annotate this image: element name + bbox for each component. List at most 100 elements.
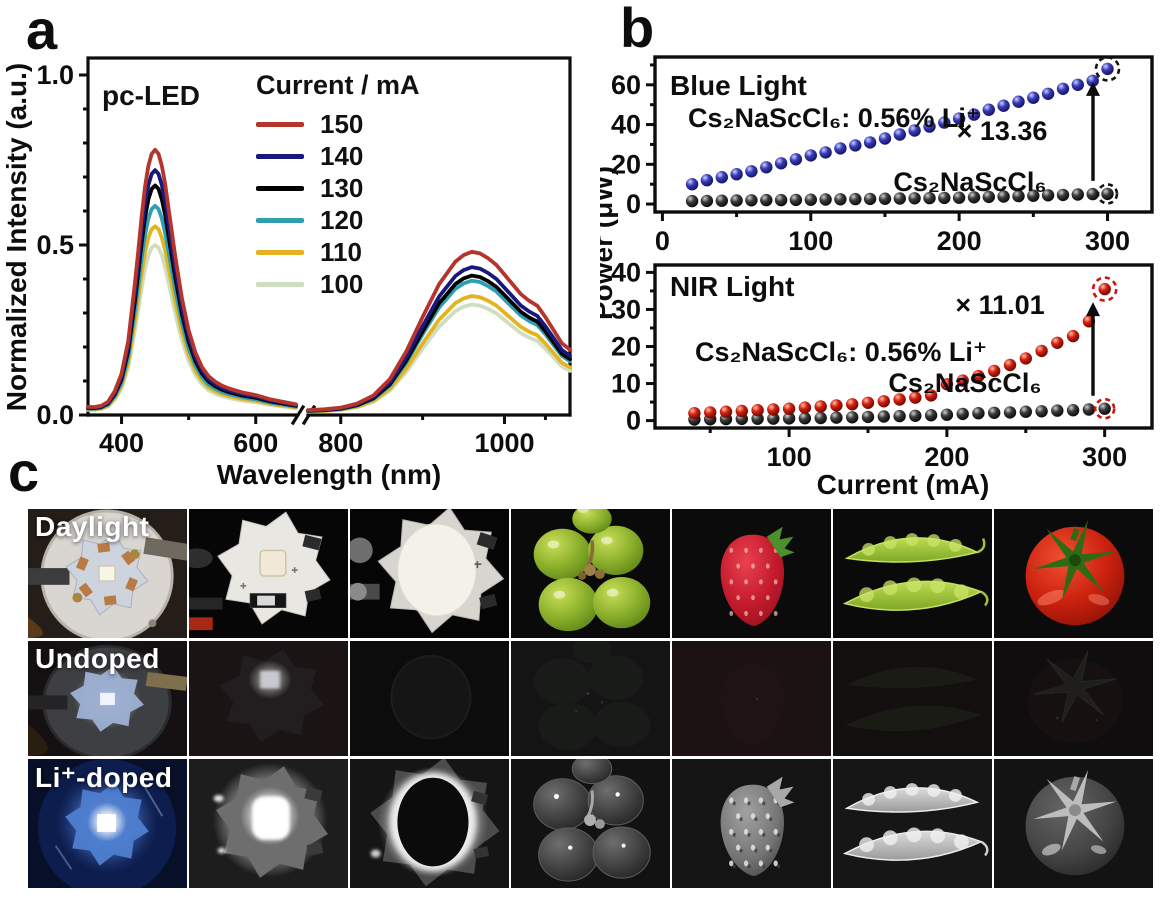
photo-undoped-pea-pods	[833, 641, 992, 756]
legend-label: 110	[320, 236, 362, 267]
photo-image-daylight-led-star-phosphor-disc	[350, 509, 509, 638]
photo-undoped-led-star-board	[189, 641, 348, 756]
svg-text:20: 20	[611, 149, 641, 179]
photo-undoped-tomato	[994, 641, 1153, 756]
photo-image-doped-strawberry	[672, 759, 831, 888]
photo-undoped-led-star-phosphor-disc	[350, 641, 509, 756]
svg-text:100: 100	[767, 442, 812, 472]
panel-label-b: b	[620, 0, 655, 59]
photo-daylight-led-star-phosphor-disc	[350, 509, 509, 638]
photo-image-doped-led-star-board	[189, 759, 348, 888]
photo-daylight-led-star-board	[189, 509, 348, 638]
photo-image-daylight-led-module-round-base	[28, 509, 187, 638]
photo-daylight-grapes	[511, 509, 670, 638]
svg-text:40: 40	[611, 110, 641, 140]
photo-image-doped-led-module-round-base	[28, 759, 187, 888]
row-label-daylight: Daylight	[35, 511, 150, 542]
legend-swatch	[256, 121, 304, 127]
photo-image-undoped-grapes	[511, 641, 670, 756]
photo-doped-grapes	[511, 759, 670, 888]
svg-text:Cs₂NaScCl₆: 0.56% Li⁺: Cs₂NaScCl₆: 0.56% Li⁺	[695, 337, 987, 367]
svg-text:30: 30	[611, 294, 641, 324]
svg-text:Wavelength (nm): Wavelength (nm)	[217, 459, 442, 490]
photo-daylight-tomato	[994, 509, 1153, 638]
svg-text:0: 0	[626, 406, 641, 436]
svg-text:200: 200	[937, 226, 982, 256]
svg-text:40: 40	[611, 257, 641, 287]
photo-image-undoped-strawberry	[672, 641, 831, 756]
legend-item-100: 100	[256, 268, 420, 300]
photo-daylight-led-module-round-base: Daylight	[28, 509, 187, 638]
legend-item-130: 130	[256, 172, 420, 204]
svg-text:× 11.01: × 11.01	[955, 290, 1044, 320]
photo-undoped-led-module-round-base: Undoped	[28, 641, 187, 756]
photo-doped-led-module-round-base: Li⁺-doped	[28, 759, 187, 888]
panel-a-spectrum-chart: 400 600 800 1000 0.0 0.5 1.0 Wavelength (nm) Nor…	[1, 56, 572, 490]
svg-text:0: 0	[626, 189, 641, 219]
panel-a-legend: Current / mA 150 140 130 120 110 100	[256, 70, 420, 300]
svg-text:100: 100	[788, 226, 833, 256]
svg-text:10: 10	[611, 369, 641, 399]
legend-swatch	[256, 153, 304, 159]
svg-text:Power (μW): Power (μW)	[600, 166, 618, 320]
photo-image-daylight-grapes	[511, 509, 670, 638]
panel-label-a: a	[26, 0, 58, 61]
panel-c-photo-grid: Daylight	[28, 509, 1153, 888]
photo-image-daylight-tomato	[994, 509, 1153, 638]
legend-swatch	[256, 185, 304, 191]
row-label-undoped: Undoped	[35, 643, 160, 674]
legend-item-150: 150	[256, 108, 420, 140]
photo-undoped-strawberry	[672, 641, 831, 756]
svg-text:60: 60	[611, 70, 641, 100]
legend-label: 150	[320, 108, 364, 139]
photo-daylight-strawberry	[672, 509, 831, 638]
panel-a-title: pc-LED	[102, 80, 200, 111]
photo-image-doped-led-star-phosphor-disc	[350, 759, 509, 888]
svg-text:Current (mA): Current (mA)	[817, 469, 990, 500]
svg-text:NIR Light: NIR Light	[670, 271, 794, 302]
legend-title: Current / mA	[256, 70, 420, 100]
svg-text:0.5: 0.5	[36, 230, 74, 260]
svg-text:300: 300	[1082, 442, 1127, 472]
svg-text:1000: 1000	[474, 428, 534, 458]
legend-label: 140	[320, 140, 364, 171]
svg-text:Cs₂NaScCl₆: Cs₂NaScCl₆	[888, 368, 1041, 398]
photo-doped-led-star-phosphor-disc	[350, 759, 509, 888]
photo-doped-tomato	[994, 759, 1153, 888]
svg-text:400: 400	[99, 428, 144, 458]
legend-item-140: 140	[256, 140, 420, 172]
photo-image-undoped-led-star-phosphor-disc	[350, 641, 509, 756]
svg-text:Cs₂NaScCl₆: Cs₂NaScCl₆	[893, 167, 1046, 197]
svg-text:20: 20	[611, 332, 641, 362]
svg-text:0: 0	[655, 226, 670, 256]
photo-undoped-grapes	[511, 641, 670, 756]
legend-swatch	[256, 281, 304, 287]
photo-doped-strawberry	[672, 759, 831, 888]
photo-daylight-pea-pods	[833, 509, 992, 638]
row-label-doped: Li⁺-doped	[35, 762, 173, 793]
svg-text:600: 600	[233, 428, 278, 458]
photo-image-daylight-led-star-board	[189, 509, 348, 638]
svg-text:0.0: 0.0	[36, 400, 74, 430]
photo-image-undoped-led-star-board	[189, 641, 348, 756]
photo-image-undoped-pea-pods	[833, 641, 992, 756]
svg-text:Blue Light: Blue Light	[670, 70, 807, 101]
svg-text:× 13.36: × 13.36	[957, 116, 1048, 146]
legend-swatch	[256, 249, 304, 255]
photo-image-daylight-strawberry	[672, 509, 831, 638]
photo-image-undoped-led-module-round-base	[28, 641, 187, 756]
photo-image-undoped-tomato	[994, 641, 1153, 756]
svg-text:200: 200	[924, 442, 969, 472]
photo-doped-led-star-board	[189, 759, 348, 888]
photo-doped-pea-pods	[833, 759, 992, 888]
panel-label-c: c	[8, 440, 40, 503]
svg-text:Cs₂NaScCl₆: 0.56% Li⁺: Cs₂NaScCl₆: 0.56% Li⁺	[688, 103, 980, 133]
photo-image-doped-tomato	[994, 759, 1153, 888]
legend-item-120: 120	[256, 204, 420, 236]
svg-text:300: 300	[1085, 226, 1130, 256]
legend-label: 130	[320, 172, 364, 203]
legend-swatch	[256, 217, 304, 223]
photo-image-doped-grapes	[511, 759, 670, 888]
